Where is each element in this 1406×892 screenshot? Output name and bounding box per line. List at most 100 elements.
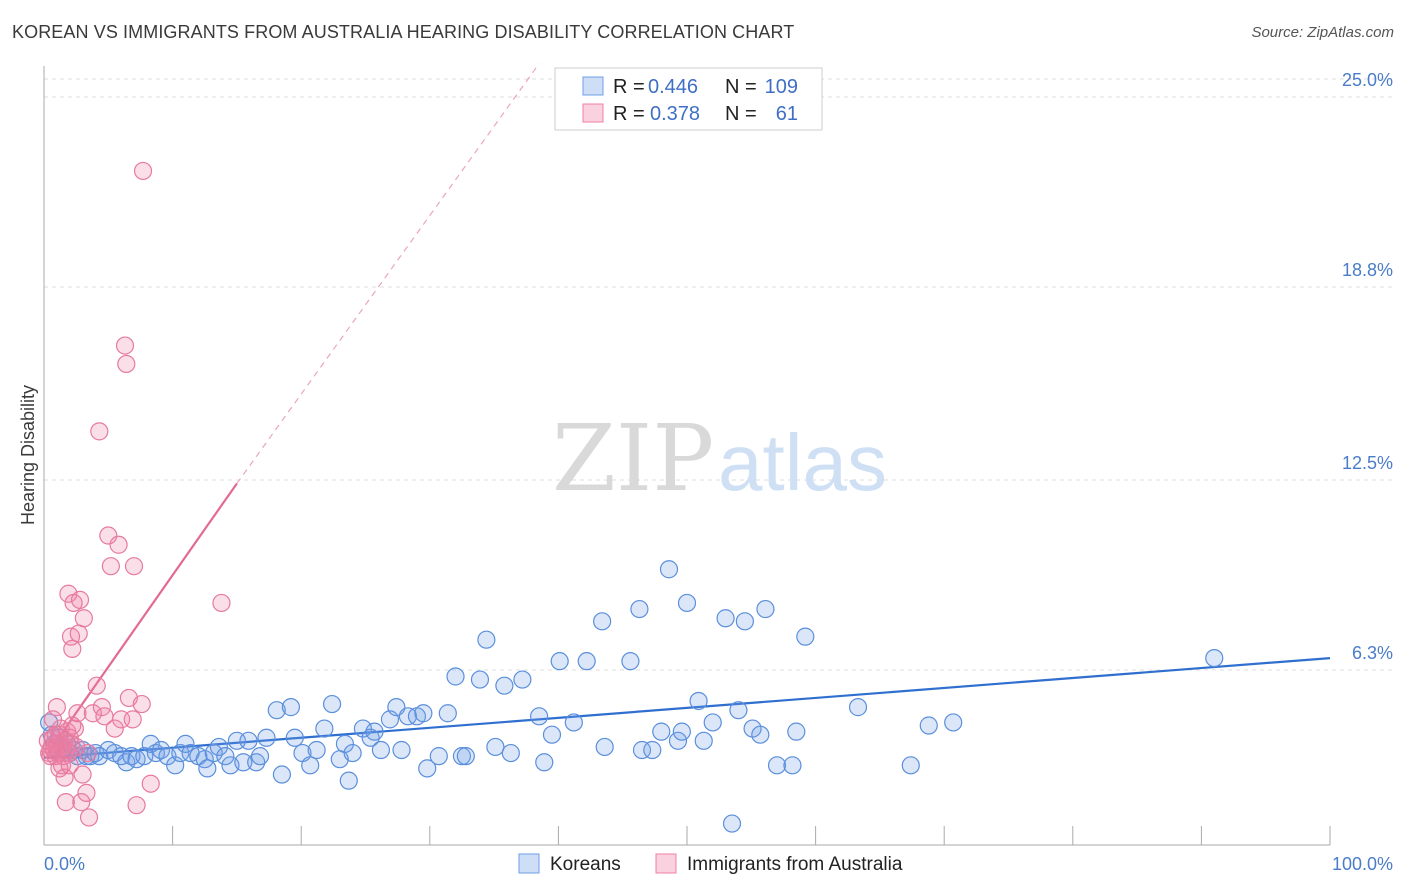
data-point-koreans <box>767 756 787 775</box>
data-point-koreans <box>477 630 496 649</box>
data-point-koreans <box>944 713 963 732</box>
data-point-koreans <box>689 691 708 711</box>
data-point-koreans <box>392 740 411 760</box>
data-point-koreans <box>577 652 596 671</box>
y-tick-labels: 6.3% 12.5% 18.8% 25.0% <box>1342 70 1393 663</box>
data-point-koreans <box>90 747 109 766</box>
data-point-koreans <box>848 698 868 717</box>
data-point-koreans <box>250 747 270 766</box>
data-point-australia <box>83 704 102 723</box>
data-point-koreans <box>652 722 671 741</box>
data-point-koreans <box>301 756 320 775</box>
legend-series-name-koreans: Koreans <box>550 854 621 875</box>
data-point-australia <box>123 710 142 729</box>
data-point-australia <box>65 719 84 738</box>
data-point-koreans <box>418 759 437 778</box>
data-point-koreans <box>595 737 614 757</box>
data-point-koreans <box>257 728 276 747</box>
data-point-australia <box>72 793 91 812</box>
data-point-koreans <box>353 719 373 738</box>
data-point-australia <box>141 774 160 793</box>
data-point-koreans <box>501 743 520 763</box>
data-point-koreans <box>513 670 532 689</box>
data-point-australia <box>87 676 106 695</box>
data-point-koreans <box>171 743 190 763</box>
data-point-australia <box>124 557 144 576</box>
data-point-koreans <box>722 814 742 833</box>
chart-title: KOREAN VS IMMIGRANTS FROM AUSTRALIA HEAR… <box>12 22 795 42</box>
data-point-koreans <box>446 667 465 686</box>
data-point-koreans <box>751 725 770 744</box>
legend-series-swatch-australia <box>655 853 677 874</box>
data-point-koreans <box>672 722 691 741</box>
data-point-koreans <box>209 737 228 757</box>
data-point-koreans <box>630 599 649 619</box>
data-point-koreans <box>343 743 362 763</box>
data-point-australia <box>67 737 86 757</box>
data-point-koreans <box>716 609 735 628</box>
chart-source: Source: ZipAtlas.com <box>1251 24 1394 41</box>
data-point-koreans <box>322 694 342 714</box>
data-point-australia <box>115 336 135 355</box>
grid-lines <box>44 78 1393 671</box>
legend-stats: R = 0.446 N = 109 R = 0.378 N = 61 <box>554 67 823 131</box>
data-point-australia <box>56 793 75 812</box>
data-point-koreans <box>542 725 562 744</box>
data-point-australia <box>50 759 69 778</box>
y-tick-label: 12.5% <box>1342 453 1393 473</box>
data-point-koreans <box>756 599 775 619</box>
data-point-koreans <box>1205 648 1224 668</box>
watermark-atlas: atlas <box>718 418 887 507</box>
legend-series: Koreans Immigrants from Australia <box>518 853 903 875</box>
data-point-australia <box>69 624 88 643</box>
data-point-koreans <box>429 747 448 766</box>
data-point-koreans <box>668 731 688 750</box>
data-point-koreans <box>550 652 569 671</box>
data-point-koreans <box>141 734 160 753</box>
watermark: ZIP atlas <box>552 405 887 512</box>
data-point-australia <box>127 796 146 815</box>
data-point-koreans <box>198 759 217 778</box>
data-point-koreans <box>122 747 141 766</box>
data-point-koreans <box>307 740 326 760</box>
legend-n-value-australia: 61 <box>776 103 798 125</box>
data-point-koreans <box>787 722 806 741</box>
data-point-australia <box>77 783 96 803</box>
trend-line-australia <box>46 482 238 754</box>
data-point-koreans <box>216 747 235 766</box>
x-tick-label-min: 0.0% <box>44 854 85 874</box>
data-point-koreans <box>267 701 286 720</box>
data-point-australia <box>117 354 136 374</box>
data-point-koreans <box>796 627 815 646</box>
legend-n-label-australia: N = <box>725 103 757 125</box>
data-point-australia <box>105 719 124 738</box>
y-tick-label: 18.8% <box>1342 260 1393 280</box>
legend-r-value-australia: 0.378 <box>650 103 700 125</box>
data-point-australia <box>101 557 120 576</box>
data-point-koreans <box>272 765 292 784</box>
data-point-koreans <box>919 716 938 735</box>
data-point-koreans <box>735 612 754 631</box>
data-point-koreans <box>339 771 358 790</box>
data-point-koreans <box>176 734 195 753</box>
data-point-koreans <box>783 756 802 775</box>
data-point-koreans <box>703 713 722 732</box>
data-point-australia <box>90 422 109 441</box>
data-point-koreans <box>659 560 679 579</box>
data-point-australia <box>109 535 128 554</box>
data-point-koreans <box>486 737 505 757</box>
data-point-australia <box>212 593 231 613</box>
data-point-koreans <box>535 753 554 772</box>
legend-r-label-australia: R = <box>613 103 645 125</box>
data-point-koreans <box>414 704 433 723</box>
data-point-australia <box>47 698 66 717</box>
data-point-koreans <box>677 593 697 613</box>
data-point-koreans <box>335 734 355 753</box>
data-point-koreans <box>438 704 457 723</box>
data-point-koreans <box>593 612 612 631</box>
legend-n-value-koreans: 109 <box>765 76 798 98</box>
legend-n-label-koreans: N = <box>725 76 757 98</box>
legend-series-name-australia: Immigrants from Australia <box>687 854 903 875</box>
